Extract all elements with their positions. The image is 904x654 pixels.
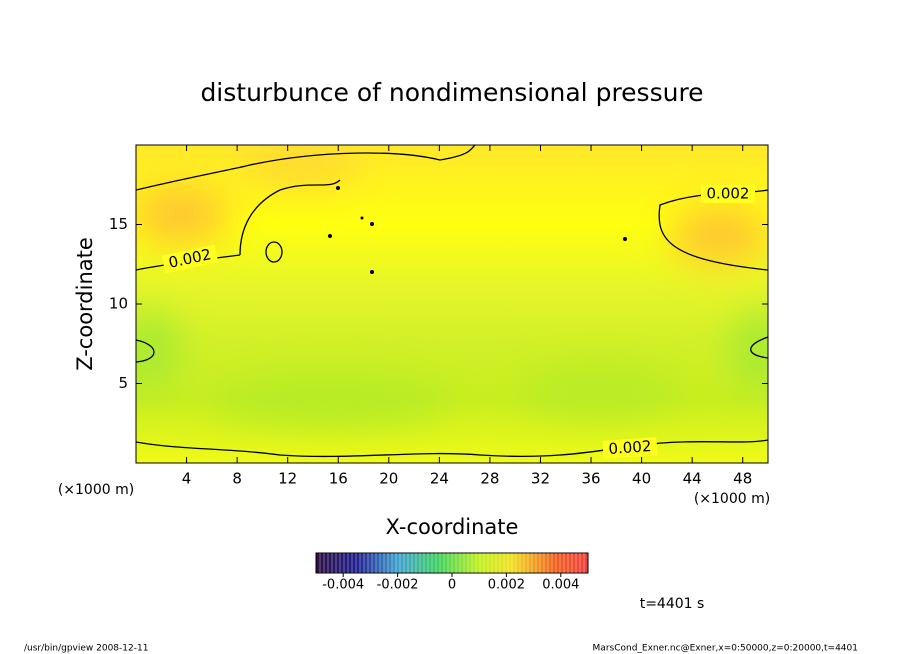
field: [136, 145, 768, 463]
y-unit: (×1000 m): [694, 491, 770, 507]
x-tick-label: 44: [683, 470, 702, 488]
x-tick-label: 40: [632, 470, 651, 488]
x-unit: (×1000 m): [58, 482, 134, 498]
x-tick-label: 28: [480, 470, 499, 488]
colorbar-tick-label: 0.002: [488, 578, 525, 593]
x-axis-label: X-coordinate: [386, 515, 519, 539]
contour-label: 0.002: [707, 185, 750, 203]
x-tick-label: 36: [581, 470, 600, 488]
colorbar-tick-label: 0.004: [542, 578, 579, 593]
x-tick-label: 12: [278, 470, 297, 488]
y-tick-label: 15: [109, 215, 128, 233]
colorbar-tick-label: 0: [448, 578, 456, 593]
contour-label-bg: [701, 185, 755, 203]
x-tick-label: 16: [329, 470, 348, 488]
contour-label-bg: [161, 244, 219, 274]
x-tick-label: 32: [531, 470, 550, 488]
footer-left: /usr/bin/gpview 2008-12-11: [24, 644, 148, 654]
y-tick-label: 10: [109, 295, 128, 313]
x-tick-label: 48: [733, 470, 752, 488]
contour-label: 0.002: [608, 437, 652, 458]
time-note: t=4401 s: [640, 596, 705, 612]
x-tick-label: 8: [232, 470, 242, 488]
footer-right: MarsCond_Exner.nc@Exner,x=0:50000,z=0:20…: [593, 644, 858, 654]
contour-label-bg: [602, 437, 658, 459]
y-axis-label: Z-coordinate: [73, 237, 97, 371]
x-tick-label: 20: [379, 470, 398, 488]
x-tick-label: 24: [430, 470, 449, 488]
colorbar-tick-label: -0.002: [377, 578, 419, 593]
y-tick-label: 5: [118, 374, 128, 392]
chart-title: disturbunce of nondimensional pressure: [200, 78, 703, 107]
x-tick-label: 4: [182, 470, 192, 488]
colorbar-tick-label: -0.004: [322, 578, 364, 593]
